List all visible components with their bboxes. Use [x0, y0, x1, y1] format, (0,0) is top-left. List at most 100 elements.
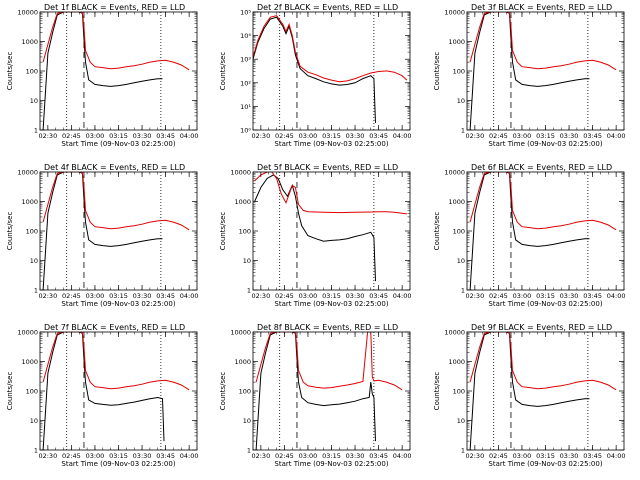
series-line-events: [42, 12, 163, 130]
x-tick-label: 02:30: [465, 452, 484, 460]
x-tick-label: 03:15: [536, 452, 555, 460]
x-tick-label: 03:00: [86, 452, 105, 460]
x-tick-label: 03:30: [133, 452, 152, 460]
x-tick-label: 03:15: [109, 132, 128, 140]
series-line-lld: [253, 15, 408, 83]
x-tick-label: 03:30: [133, 292, 152, 300]
chart-panel-7: 1 10 100 1000 10000 02:30 02:45 03:00 03:15 03:30…: [6, 323, 199, 468]
x-tick-label: 03:00: [86, 292, 105, 300]
x-tick-label: 02:45: [275, 132, 294, 140]
y-tick-label: 10⁵: [240, 9, 251, 17]
chart-panel-2: 10⁰ 10¹ 10² 10³ 10⁴ 10⁵ 02:30 02:45 03:00 03:15 03…: [219, 3, 412, 148]
y-axis-title: Counts/sec: [219, 372, 227, 411]
y-tick-label: 1: [34, 447, 38, 455]
x-tick-label: 02:30: [251, 292, 270, 300]
y-tick-label: 10: [243, 417, 251, 425]
y-tick-label: 1000: [448, 358, 465, 366]
x-tick-label: 03:45: [156, 132, 175, 140]
y-axis-title: Counts/sec: [6, 212, 14, 251]
y-tick-label: 10000: [230, 329, 251, 337]
y-tick-label: 100: [26, 388, 38, 396]
x-tick-label: 04:00: [393, 292, 412, 300]
x-tick-label: 03:15: [109, 452, 128, 460]
x-tick-label: 02:45: [62, 132, 81, 140]
y-tick-label: 10000: [17, 329, 38, 337]
y-tick-label: 10: [457, 97, 465, 105]
y-tick-label: 1: [461, 447, 465, 455]
series-line-lld: [255, 332, 403, 391]
y-tick-label: 100: [239, 388, 251, 396]
panel-title: Det 7f BLACK = Events, RED = LLD: [44, 323, 185, 332]
y-tick-label: 100: [26, 228, 38, 236]
panel-title: Det 5f BLACK = Events, RED = LLD: [257, 163, 398, 172]
x-axis-title: Start Time (09-Nov-03 02:25:00): [274, 300, 388, 308]
x-tick-label: 03:00: [86, 132, 105, 140]
y-tick-label: 1000: [234, 198, 251, 206]
y-tick-label: 1: [247, 447, 251, 455]
x-tick-label: 03:45: [156, 292, 175, 300]
chart-panel-6: 1 10 100 1000 10000 02:30 02:45 03:00 03:15 03:30…: [433, 163, 626, 308]
x-tick-label: 03:00: [513, 292, 532, 300]
chart-panel-5: 1 10 100 1000 10000 02:30 02:45 03:00 03:15 03:30…: [219, 163, 412, 308]
y-axis-title: Counts/sec: [6, 52, 14, 91]
y-tick-label: 1000: [21, 198, 38, 206]
x-tick-label: 04:00: [180, 292, 199, 300]
y-tick-label: 10000: [230, 169, 251, 177]
x-tick-label: 03:15: [322, 132, 341, 140]
x-tick-label: 02:30: [251, 452, 270, 460]
y-tick-label: 1: [247, 287, 251, 295]
x-tick-label: 02:45: [62, 292, 81, 300]
y-axis-title: Counts/sec: [433, 212, 441, 251]
y-tick-label: 10²: [240, 79, 251, 87]
y-axis-title: Counts/sec: [219, 212, 227, 251]
y-tick-label: 10⁴: [240, 32, 251, 40]
x-tick-label: 03:00: [299, 292, 318, 300]
y-tick-label: 10: [30, 257, 38, 265]
x-axis-title: Start Time (09-Nov-03 02:25:00): [488, 460, 602, 468]
panel-title: Det 9f BLACK = Events, RED = LLD: [471, 323, 612, 332]
x-tick-label: 03:30: [346, 292, 365, 300]
x-tick-label: 02:45: [275, 452, 294, 460]
x-tick-label: 04:00: [607, 132, 626, 140]
x-tick-label: 03:30: [346, 452, 365, 460]
y-tick-label: 1: [461, 287, 465, 295]
y-tick-label: 1: [34, 287, 38, 295]
y-tick-label: 1000: [21, 38, 38, 46]
y-tick-label: 10: [30, 417, 38, 425]
series-line-events: [469, 332, 590, 450]
y-tick-label: 10000: [17, 169, 38, 177]
x-tick-label: 03:45: [156, 452, 175, 460]
x-tick-label: 03:30: [133, 132, 152, 140]
x-tick-label: 02:45: [489, 132, 508, 140]
x-tick-label: 03:30: [560, 132, 579, 140]
y-tick-label: 10⁰: [240, 127, 251, 135]
y-tick-label: 1000: [234, 358, 251, 366]
chart-panel-8: 1 10 100 1000 10000 02:30 02:45 03:00 03:15 03:30…: [219, 323, 412, 468]
y-tick-label: 10000: [444, 169, 465, 177]
panel-title: Det 3f BLACK = Events, RED = LLD: [471, 3, 612, 12]
panel-title: Det 8f BLACK = Events, RED = LLD: [257, 323, 398, 332]
y-tick-label: 10000: [17, 9, 38, 17]
y-tick-label: 100: [239, 228, 251, 236]
y-tick-label: 10000: [444, 9, 465, 17]
series-line-events: [469, 12, 590, 130]
x-tick-label: 04:00: [393, 452, 412, 460]
y-tick-label: 1: [461, 127, 465, 135]
x-tick-label: 03:45: [583, 452, 602, 460]
y-tick-label: 10: [243, 257, 251, 265]
x-tick-label: 02:30: [251, 132, 270, 140]
series-line-events: [253, 16, 376, 123]
panel-title: Det 6f BLACK = Events, RED = LLD: [471, 163, 612, 172]
x-tick-label: 03:00: [299, 132, 318, 140]
chart-panel-1: 1 10 100 1000 10000 02:30 02:45 03:00 03:15 03:30…: [6, 3, 199, 148]
x-tick-label: 03:45: [583, 292, 602, 300]
x-tick-label: 02:45: [275, 292, 294, 300]
x-tick-label: 02:30: [38, 452, 57, 460]
series-line-lld: [254, 172, 407, 215]
series-line-events: [42, 332, 165, 450]
x-axis-title: Start Time (09-Nov-03 02:25:00): [488, 140, 602, 148]
x-tick-label: 02:30: [465, 132, 484, 140]
y-axis-title: Counts/sec: [433, 372, 441, 411]
panel-title: Det 1f BLACK = Events, RED = LLD: [44, 3, 185, 12]
y-tick-label: 1000: [448, 198, 465, 206]
